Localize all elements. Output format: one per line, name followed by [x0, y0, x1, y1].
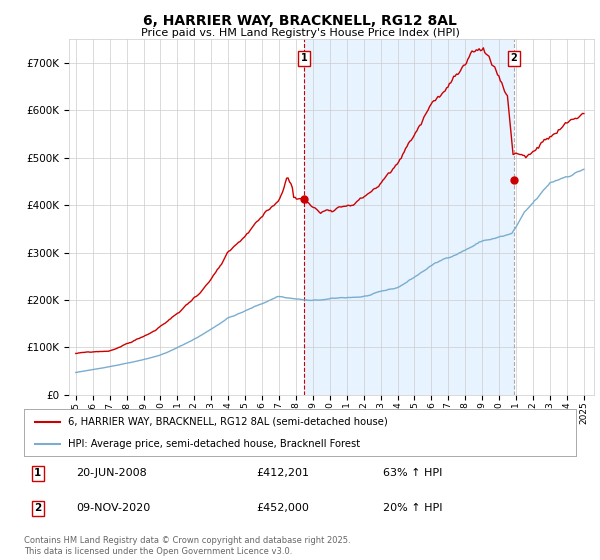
Text: 6, HARRIER WAY, BRACKNELL, RG12 8AL (semi-detached house): 6, HARRIER WAY, BRACKNELL, RG12 8AL (sem…	[68, 417, 388, 427]
Text: HPI: Average price, semi-detached house, Bracknell Forest: HPI: Average price, semi-detached house,…	[68, 438, 360, 449]
Text: 2: 2	[34, 503, 41, 513]
Text: 1: 1	[301, 53, 307, 63]
Text: 20% ↑ HPI: 20% ↑ HPI	[383, 503, 442, 513]
Text: 2: 2	[511, 53, 517, 63]
Text: Price paid vs. HM Land Registry's House Price Index (HPI): Price paid vs. HM Land Registry's House …	[140, 28, 460, 38]
Text: 6, HARRIER WAY, BRACKNELL, RG12 8AL: 6, HARRIER WAY, BRACKNELL, RG12 8AL	[143, 14, 457, 28]
Text: 63% ↑ HPI: 63% ↑ HPI	[383, 468, 442, 478]
Text: 20-JUN-2008: 20-JUN-2008	[76, 468, 147, 478]
Text: £452,000: £452,000	[256, 503, 309, 513]
Text: £412,201: £412,201	[256, 468, 309, 478]
Text: Contains HM Land Registry data © Crown copyright and database right 2025.
This d: Contains HM Land Registry data © Crown c…	[24, 536, 350, 556]
Text: 1: 1	[34, 468, 41, 478]
Bar	[304, 39, 514, 395]
Text: 09-NOV-2020: 09-NOV-2020	[76, 503, 151, 513]
